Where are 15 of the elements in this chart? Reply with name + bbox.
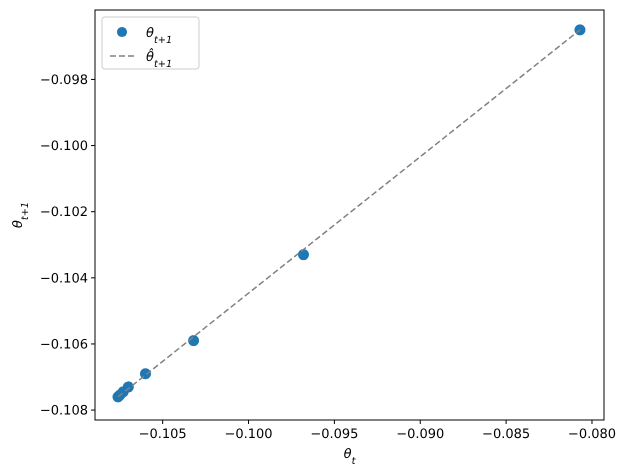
x-axis-title: θ$_{t}$ [344, 447, 357, 466]
x-tick-label: −0.090 [396, 427, 444, 442]
x-tick-label: −0.100 [224, 427, 273, 442]
y-tick-label: −0.106 [40, 337, 88, 352]
x-tick-label: −0.080 [568, 427, 616, 442]
y-tick-label: −0.098 [40, 72, 88, 88]
x-tick-label: −0.085 [482, 427, 530, 442]
y-tick-label: −0.104 [40, 271, 88, 286]
y-tick-label: −0.100 [40, 139, 88, 154]
legend-label: θ$_{t+1}$ [146, 26, 172, 46]
legend-label: θ̂$_{t+1}$ [146, 48, 172, 70]
x-tick-label: −0.095 [310, 427, 358, 442]
y-tick-label: −0.102 [40, 205, 88, 220]
x-tick-label: −0.105 [138, 427, 187, 442]
y-tick-label: −0.108 [40, 404, 88, 419]
